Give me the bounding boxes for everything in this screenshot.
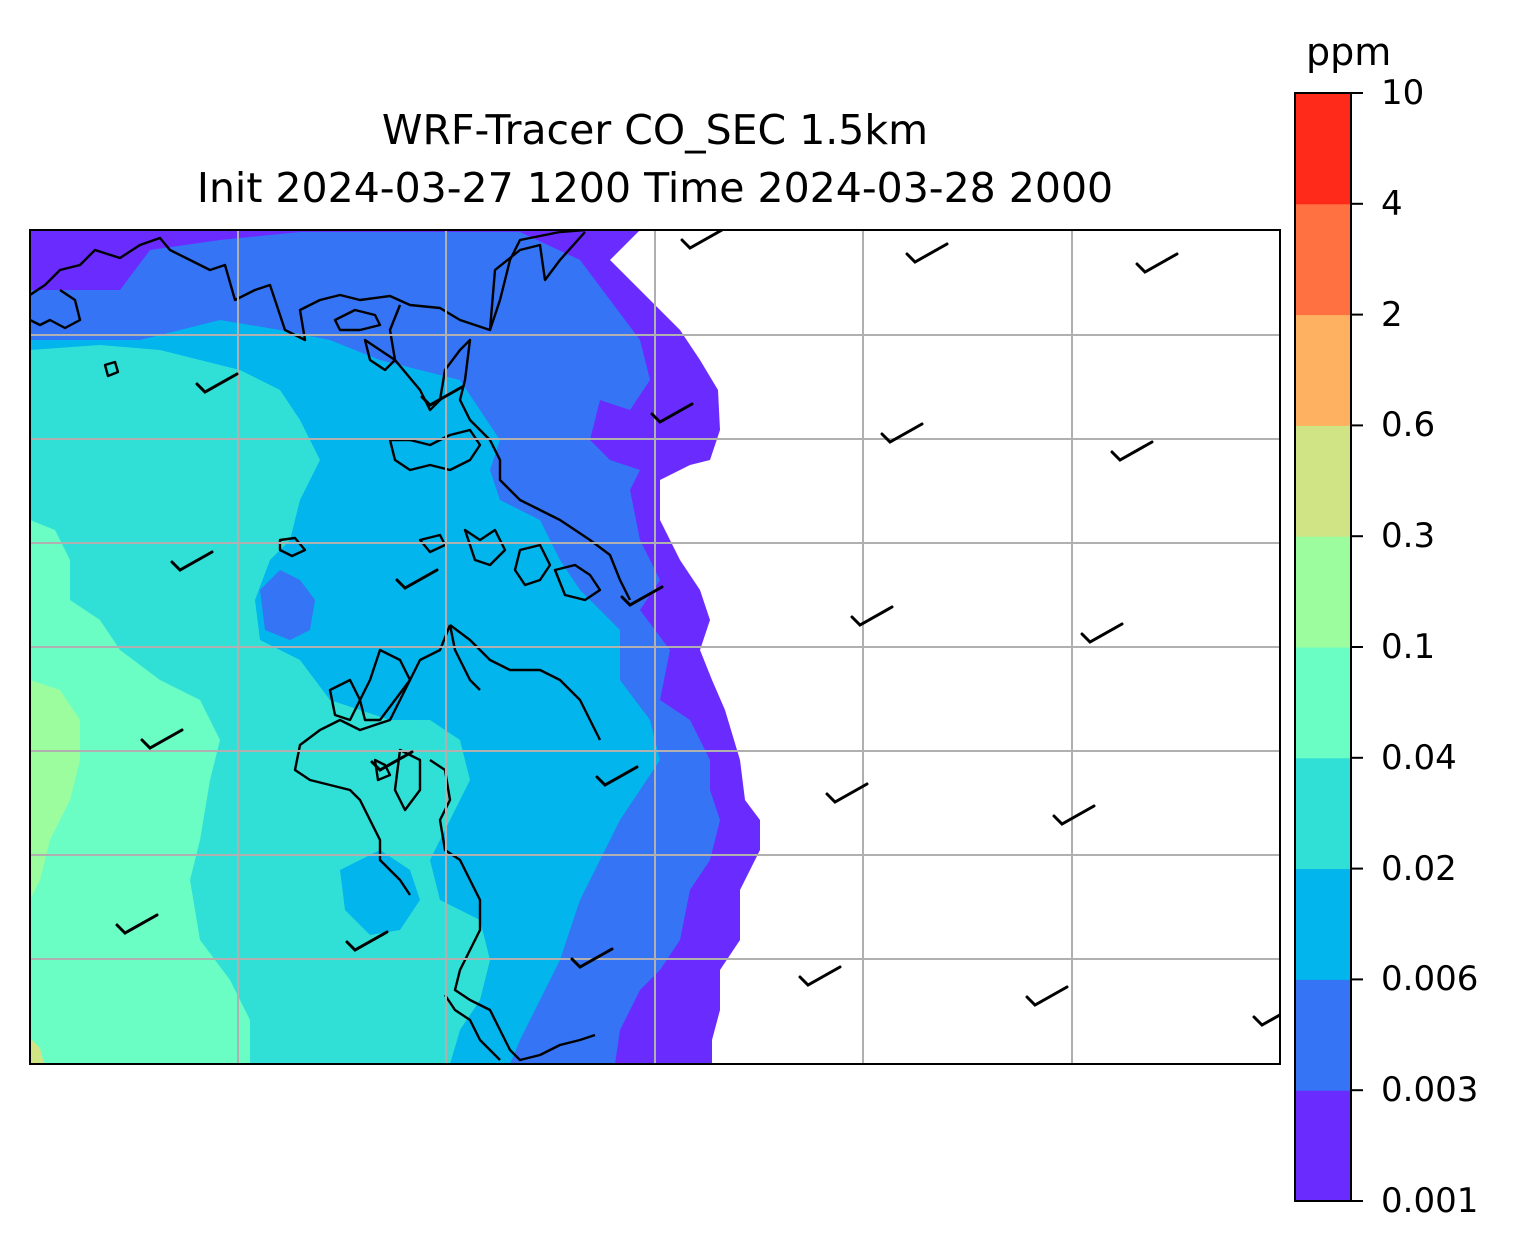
coastline-sound <box>388 428 482 472</box>
colorbar-tick-label: 0.006 <box>1381 959 1479 1000</box>
colorbar-ticks <box>1351 92 1363 1202</box>
coastline-island-c <box>363 338 397 372</box>
wind-barb <box>1080 622 1124 644</box>
colorbar-tick-label: 0.04 <box>1381 737 1457 778</box>
coastline-south-d <box>444 994 501 1061</box>
map-title-line-2: Init 2024-03-27 1200 Time 2024-03-28 200… <box>196 164 1114 212</box>
coastline-south-b <box>393 748 422 812</box>
concentration-band-0.1 <box>30 680 80 900</box>
wind-barb <box>620 585 664 607</box>
colorbar-segment <box>1295 425 1351 537</box>
wind-barb <box>140 728 184 750</box>
wind-barb <box>1025 985 1069 1007</box>
wind-barb <box>420 385 464 407</box>
colorbar-segment <box>1295 314 1351 426</box>
colorbar-segment <box>1295 1090 1351 1202</box>
coastline-inlet-b <box>30 289 82 330</box>
colorbar-tick-label: 4 <box>1381 183 1403 224</box>
wind-barb <box>850 605 894 627</box>
wind-barb <box>1135 252 1179 274</box>
colorbar <box>1294 92 1363 1202</box>
map-frame <box>29 229 1281 1065</box>
coastline-mid-4 <box>553 563 602 602</box>
colorbar-tick-label: 0.02 <box>1381 848 1457 889</box>
wind-barb <box>195 372 239 394</box>
colorbar-tick-label: 0.003 <box>1381 1070 1479 1111</box>
coastline-island-a <box>333 308 382 332</box>
colorbar-tick-label: 2 <box>1381 294 1403 335</box>
wind-barbs <box>115 230 1280 1027</box>
colorbar-segment <box>1295 757 1351 870</box>
wind-barb <box>680 230 724 250</box>
wind-barb <box>798 965 842 987</box>
coastline-archipelago-c <box>328 678 362 722</box>
colorbar-tick-label: 10 <box>1381 73 1425 113</box>
colorbar-tick-label: 0.1 <box>1381 627 1436 667</box>
wind-barb <box>650 402 694 424</box>
wind-barb <box>825 782 869 804</box>
coastline-south-c <box>373 758 392 782</box>
concentration-band-0.003-patch <box>260 570 315 640</box>
coastline-mid-2 <box>463 528 507 567</box>
colorbar-segment <box>1295 93 1351 205</box>
wind-barb <box>880 422 924 444</box>
coastline-island-d <box>278 536 307 558</box>
wind-barb <box>115 913 159 935</box>
colorbar-segment <box>1295 647 1351 759</box>
wind-barb <box>570 947 614 969</box>
colorbar-segment <box>1295 979 1351 1091</box>
wind-barb <box>1052 804 1096 826</box>
colorbar-segment <box>1295 536 1351 648</box>
wind-barb <box>905 242 949 264</box>
wind-barb <box>595 765 639 787</box>
wind-barb <box>395 568 439 590</box>
colorbar-segment <box>1295 203 1351 316</box>
colorbar-segments <box>1295 93 1351 1202</box>
gridlines <box>30 230 1280 1064</box>
coastline-south-island <box>429 759 596 1062</box>
colorbar-tick-label: 0.6 <box>1381 405 1436 446</box>
coastline-island-b <box>103 360 120 378</box>
concentration-band-0.3 <box>30 1038 44 1064</box>
colorbar-segment <box>1295 868 1351 980</box>
concentration-band-0.04 <box>30 520 250 1064</box>
map-panel <box>29 229 1281 1065</box>
coastline-inlet-north <box>488 231 586 331</box>
colorbar-tick-label: 0.3 <box>1381 516 1436 557</box>
wind-barb <box>370 750 414 772</box>
coastline-archipelago-b <box>358 648 412 722</box>
wind-barb <box>1110 440 1154 462</box>
concentration-band-0.006-patch <box>340 850 420 935</box>
colorbar-unit-label: ppm <box>1306 30 1392 74</box>
wind-barb <box>345 930 389 952</box>
map-title-line-1: WRF-Tracer CO_SEC 1.5km <box>381 106 929 154</box>
colorbar-tick-label: 0.001 <box>1381 1181 1479 1221</box>
wind-barb <box>1252 1013 1280 1027</box>
wind-barb <box>170 550 214 572</box>
coastline-mid-3 <box>513 543 552 587</box>
